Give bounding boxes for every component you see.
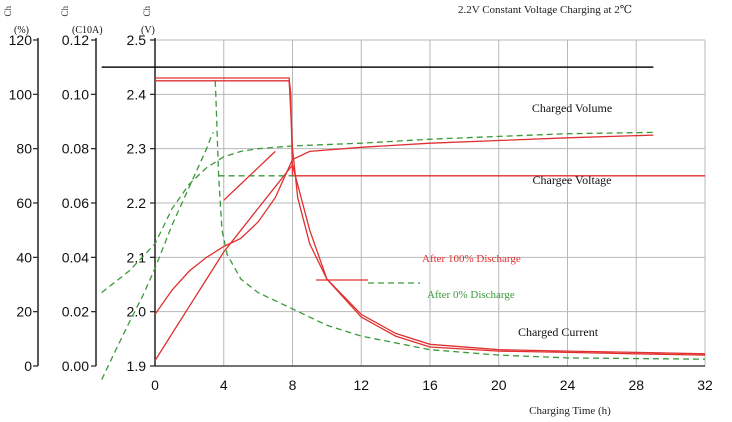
- series-volume-full-0: [155, 135, 653, 314]
- curve-label-current: Charged Current: [518, 325, 599, 339]
- legend-label: After 0% Discharge: [427, 289, 515, 301]
- y-tick-label-pct: 20: [16, 304, 32, 320]
- x-tick-label: 20: [491, 377, 507, 393]
- y-unit-label-cur: (C10A): [72, 25, 103, 36]
- y-tick-label-cur: 0.04: [62, 249, 89, 265]
- y-tick-label-volt: 2.2: [127, 195, 147, 211]
- y-tick-label-pct: 40: [16, 249, 32, 265]
- curve-label-voltage: Chargee Voltage: [533, 173, 612, 187]
- series-current-partial-7: [102, 132, 214, 379]
- curve-label-volume: Charged Volume: [532, 101, 612, 115]
- x-axis: 0 4 8 12 16 20 24 28 32: [151, 366, 713, 393]
- chart-title: 2.2V Constant Voltage Charging at 2℃: [458, 4, 632, 16]
- y-tick-label-volt: 2.3: [127, 141, 147, 157]
- x-tick-label: 32: [697, 377, 713, 393]
- y-unit-label-volt: (V): [141, 25, 155, 36]
- y-tick-label-cur: 0.02: [62, 304, 89, 320]
- x-tick-label: 28: [628, 377, 644, 393]
- x-tick-label: 24: [560, 377, 576, 393]
- x-tick-label: 0: [151, 377, 159, 393]
- y-tick-label-pct: 0: [24, 358, 32, 374]
- y-tick-label-volt: 2.0: [127, 304, 147, 320]
- x-tick-label: 4: [220, 377, 228, 393]
- x-tick-label: 12: [353, 377, 369, 393]
- y-tick-label-pct: 80: [16, 141, 32, 157]
- x-axis-label: Charging Time (h): [529, 405, 611, 417]
- x-tick-label: 16: [422, 377, 438, 393]
- y-tick-label-cur: 0.00: [62, 358, 89, 374]
- y-tick-label-cur: 0.06: [62, 195, 89, 211]
- y-tick-label-cur: 0.08: [62, 141, 89, 157]
- y-unit-label-pct: (%): [14, 25, 29, 36]
- y-side-label-pct: Ch: [3, 6, 13, 17]
- legend-label: After 100% Discharge: [422, 253, 521, 265]
- series-volume-partial-1: [102, 132, 654, 292]
- y-tick-label-volt: 2.4: [127, 86, 147, 102]
- series-current-partial-8: [215, 81, 705, 359]
- y-tick-label-cur: 0.10: [62, 86, 89, 102]
- y-axes: 020406080100120(%)Ch0.000.020.040.060.08…: [3, 6, 155, 374]
- x-tick-label: 8: [289, 377, 297, 393]
- y-side-label-volt: Ch: [142, 6, 152, 17]
- series: [102, 78, 705, 380]
- y-tick-label-pct: 100: [9, 86, 33, 102]
- grid: [155, 40, 705, 366]
- y-side-label-cur: Ch: [60, 6, 70, 17]
- legend: After 100% Discharge After 0% Discharge: [316, 253, 521, 301]
- y-tick-label-volt: 1.9: [127, 358, 147, 374]
- y-tick-label-pct: 60: [16, 195, 32, 211]
